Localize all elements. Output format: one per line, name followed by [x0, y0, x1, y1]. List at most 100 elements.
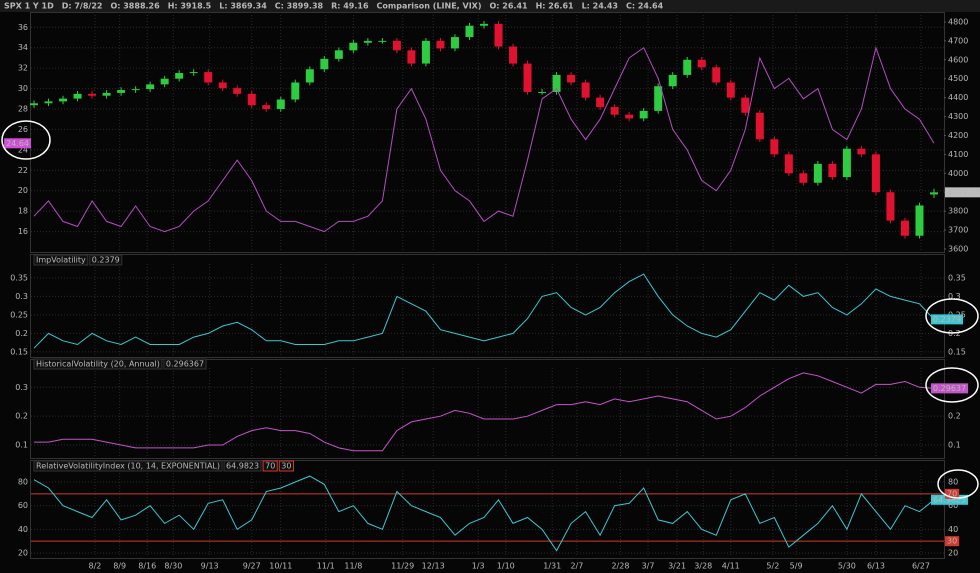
candle-body [915, 205, 924, 236]
value-tag: 0.29637 [933, 384, 966, 393]
x-tick-label: 12/13 [422, 562, 445, 571]
candle-body [813, 163, 822, 183]
panel-frame [30, 460, 945, 559]
candle-body [102, 92, 111, 96]
x-tick-label: 8/9 [113, 562, 126, 571]
y-tick-label: 4700 [948, 36, 968, 45]
candle-body [421, 40, 430, 64]
candle-body [770, 139, 779, 155]
x-tick-label: 1/10 [497, 562, 515, 571]
x-tick-label: 4/11 [722, 562, 740, 571]
panel-label: 0.2379 [92, 256, 120, 265]
panel-label-box [163, 358, 207, 370]
header-bar [0, 0, 980, 12]
y-tick-label: 4500 [948, 74, 968, 83]
x-tick-label: 11/1 [317, 562, 335, 571]
panel-label-box [262, 460, 278, 472]
y-tick-label: 0.2 [15, 412, 28, 421]
candle-body [204, 72, 213, 83]
candle-body [509, 46, 518, 64]
x-tick-label: 9/13 [201, 562, 219, 571]
y-tick-label: 20 [18, 548, 28, 557]
candle-body [146, 84, 155, 90]
header-text: SPX 1 Y 1D [4, 2, 54, 11]
y-tick-label: 3600 [948, 244, 968, 253]
panel-label: 30 [281, 462, 291, 471]
candle-body [117, 90, 126, 93]
y-tick-label: 4400 [948, 93, 968, 102]
candle-body [654, 86, 663, 111]
value-tag-box [931, 314, 963, 325]
candle-body [436, 40, 445, 49]
panel-label: HistoricalVolatility (20, Annual) [36, 360, 160, 369]
header-text: C: 3899.38 [275, 2, 324, 11]
value-tag: 30 [947, 537, 957, 546]
y-tick-label: 0.25 [10, 310, 28, 319]
y2-tick-label: 36 [18, 23, 28, 32]
panel-frame [30, 359, 945, 459]
value-tag: 70 [947, 489, 957, 498]
header-text: O: 3888.26 [110, 2, 160, 11]
y2-tick-label: 30 [18, 84, 28, 93]
y2-tick-label: 24 [18, 145, 28, 154]
y-tick-label: 0.2 [15, 329, 28, 338]
candle-body [305, 69, 314, 83]
value-tag-box [931, 383, 969, 394]
value-tag-box [4, 138, 31, 149]
y-tick-label: 4800 [948, 17, 968, 26]
candle-body [842, 148, 851, 178]
x-tick-label: 6/27 [912, 562, 930, 571]
y-tick-label: 80 [18, 478, 28, 487]
candle-body [857, 148, 866, 155]
y-tick-label: 4600 [948, 55, 968, 64]
x-tick-label: 10/11 [269, 562, 292, 571]
y-tick-label: 0.2 [948, 412, 961, 421]
candle-body [625, 114, 634, 119]
line-series [34, 372, 935, 452]
x-tick-label: 8/30 [164, 562, 182, 571]
candle-body [450, 37, 459, 49]
x-tick-label: 1/31 [543, 562, 561, 571]
y-tick-label: 0.1 [15, 441, 28, 450]
y-tick-label: 4000 [948, 169, 968, 178]
candle-body [755, 112, 764, 140]
header-text: L: 3869.34 [219, 2, 267, 11]
annotation-circle [937, 469, 979, 499]
x-tick-label: 11/8 [344, 562, 362, 571]
candle-body [160, 78, 169, 85]
y-tick-label: 0.3 [15, 383, 28, 392]
header-text: H: 26.61 [536, 2, 574, 11]
plot-layer: SPX 1 Y 1D D: 7/8/22 O: 3888.26 H: 3918.5 L:… [4, 2, 980, 571]
candle-body [392, 40, 401, 51]
y-tick-label: 40 [18, 525, 28, 534]
candle-body [567, 74, 576, 83]
value-tag-box [931, 494, 969, 505]
x-tick-label: 2/28 [611, 562, 629, 571]
header-text: L: 24.43 [582, 2, 618, 11]
annotation-circle [925, 367, 979, 403]
candle-body [871, 154, 880, 193]
candle-body [218, 82, 227, 89]
x-tick-label: 8/2 [89, 562, 102, 571]
candle-body [900, 220, 909, 236]
candle-body [930, 192, 938, 195]
value-tag-box [945, 488, 960, 499]
candle-body [59, 98, 68, 102]
panel-label: RelativeVolatilityIndex (10, 14, EXPONEN… [36, 462, 220, 471]
panel-label: 64.9823 [226, 462, 259, 471]
candle-body [581, 82, 590, 98]
candle-body [596, 97, 605, 108]
candle-body [494, 23, 503, 47]
y-tick-label: 4200 [948, 131, 968, 140]
candle-body [349, 42, 358, 51]
value-tag: 0.2379 [933, 315, 961, 324]
candle-body [799, 173, 808, 183]
candle-body [480, 23, 488, 26]
candle-body [320, 58, 329, 70]
panel-label: 0.296367 [166, 360, 204, 369]
candle-body [175, 73, 184, 79]
y-tick-label: 0.3 [15, 292, 28, 301]
